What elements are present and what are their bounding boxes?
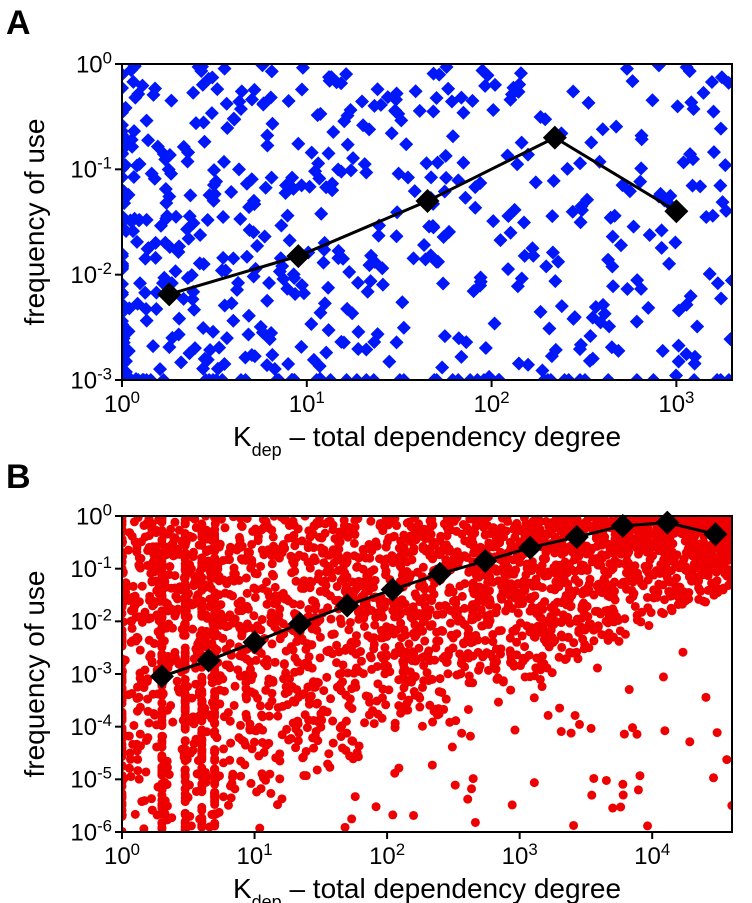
y-tick-label: 10-3 <box>70 364 112 395</box>
y-tick-label: 100 <box>76 48 112 79</box>
y-tick-label: 100 <box>76 500 112 531</box>
x-tick-label: 101 <box>289 388 325 419</box>
figure-svg: 100 101 102 103 10-3 10-2 10-1 100 Kdep – total … <box>0 0 752 903</box>
y-axis-title-A: frequency of use <box>19 118 50 325</box>
scatter-A <box>115 58 739 387</box>
x-tick-label: 104 <box>634 840 670 871</box>
x-tick-label: 103 <box>658 388 694 419</box>
y-tick-label: 10-3 <box>70 658 112 689</box>
x-tick-label: 101 <box>237 840 273 871</box>
x-tick-label: 103 <box>502 840 538 871</box>
figure-container: { "figure": { "width": 752, "height": 90… <box>0 0 752 903</box>
y-tick-label: 10-2 <box>70 605 112 636</box>
x-tick-label: 100 <box>104 388 140 419</box>
scatter-B <box>118 512 737 837</box>
y-tick-label: 10-1 <box>70 553 112 584</box>
x-axis-title-A: Kdep – total dependency degree <box>233 421 621 460</box>
y-tick-label: 10-2 <box>70 259 112 290</box>
x-axis-title-B: Kdep – total dependency degree <box>233 873 621 903</box>
y-tick-label: 10-5 <box>70 763 112 794</box>
panel-b-label: B <box>6 458 31 497</box>
x-tick-label: 102 <box>369 840 405 871</box>
y-tick-label: 10-1 <box>70 153 112 184</box>
panel-a-label: A <box>6 4 31 43</box>
x-tick-label: 102 <box>474 388 510 419</box>
x-tick-label: 100 <box>104 840 140 871</box>
y-tick-label: 10-6 <box>70 816 112 847</box>
y-tick-label: 10-4 <box>70 711 112 742</box>
y-axis-title-B: frequency of use <box>19 570 50 777</box>
